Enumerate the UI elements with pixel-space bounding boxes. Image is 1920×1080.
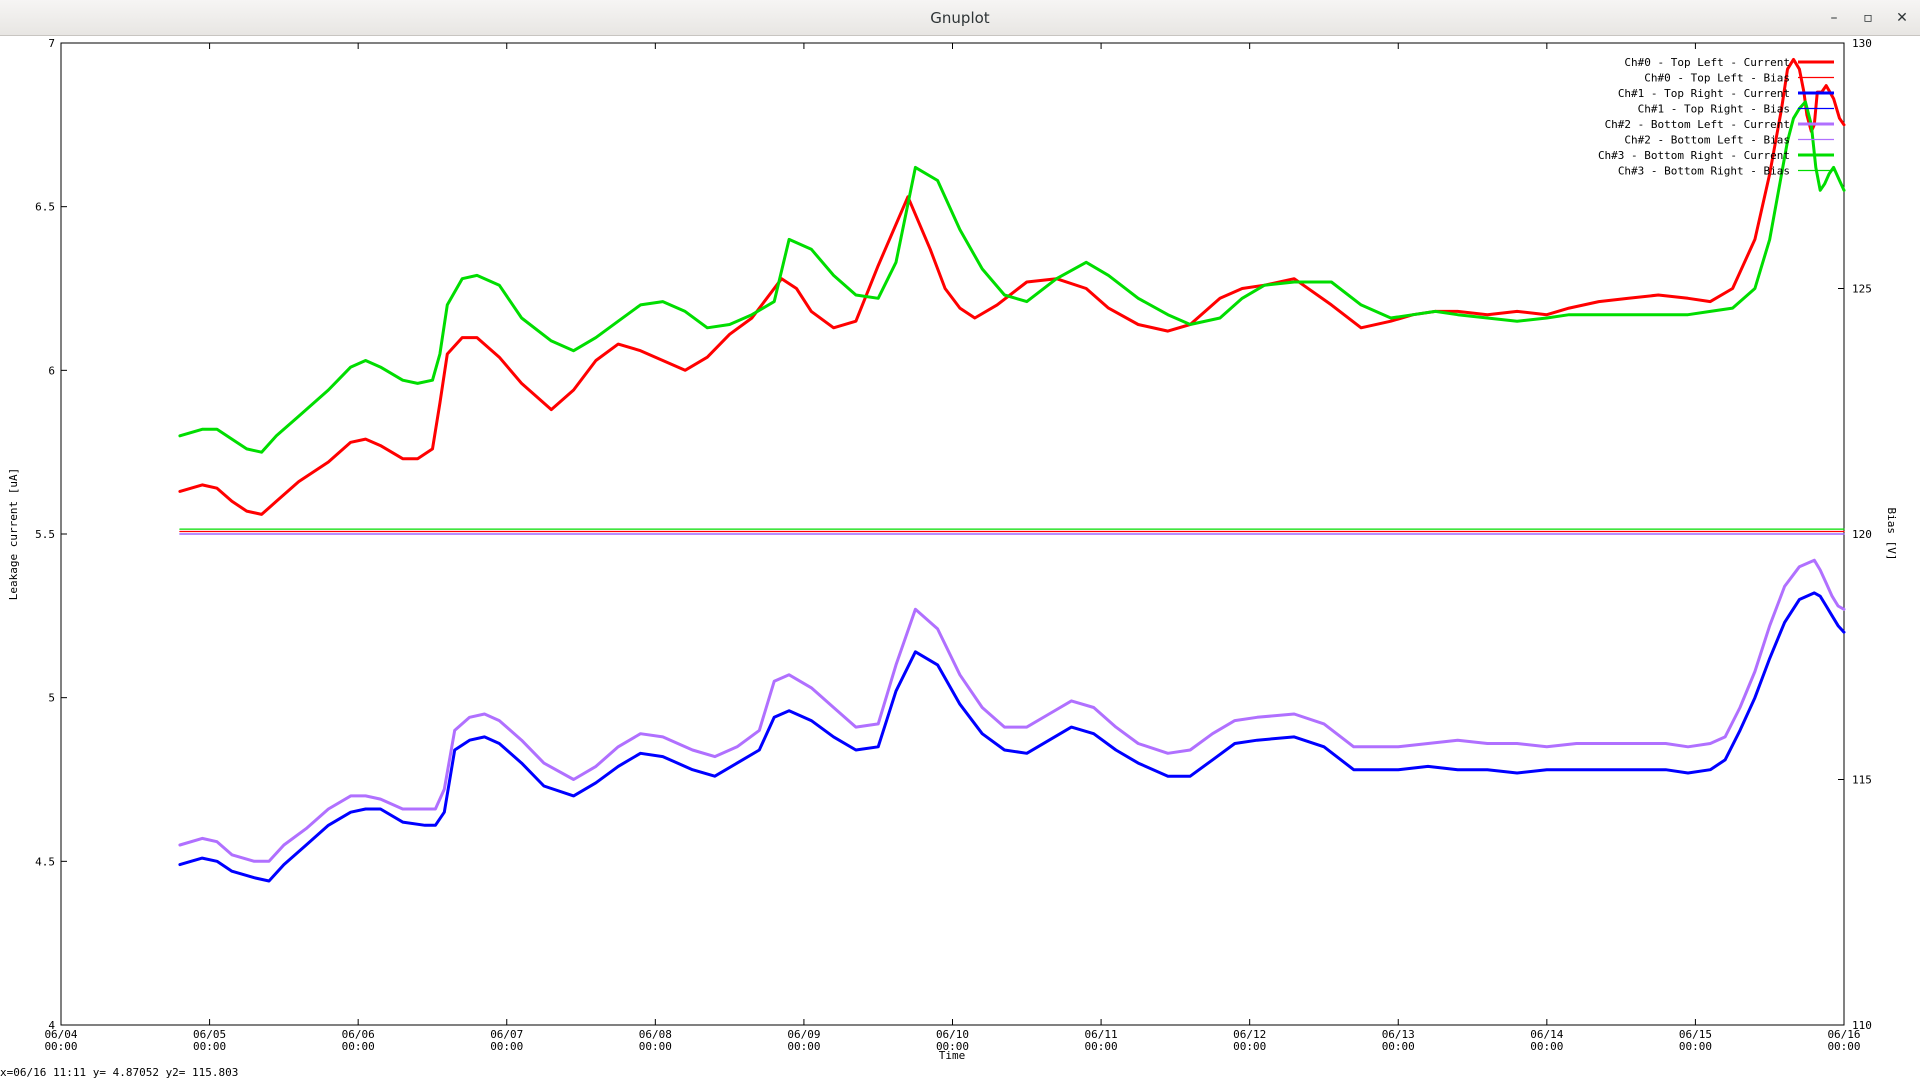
series-line-2 <box>178 591 1846 883</box>
x-tick-label: 00:00 <box>490 1040 523 1053</box>
legend-label: Ch#2 - Bottom Left - Current <box>1605 118 1790 131</box>
maximize-icon[interactable]: ▫ <box>1863 10 1873 26</box>
y2-tick-label: 125 <box>1852 283 1872 296</box>
x-tick-label: 06/14 <box>1530 1028 1563 1041</box>
y2-tick-label: 110 <box>1852 1019 1872 1032</box>
y2-tick-label: 120 <box>1852 528 1872 541</box>
y2-axis-label: Bias [V] <box>1885 508 1898 561</box>
y2-tick-label: 115 <box>1852 774 1872 787</box>
y-tick-label: 5 <box>48 692 55 705</box>
x-tick-label: 06/11 <box>1085 1028 1118 1041</box>
series-line-6 <box>178 100 1846 454</box>
legend-label: Ch#1 - Top Right - Current <box>1618 87 1790 100</box>
x-tick-label: 06/07 <box>490 1028 523 1041</box>
x-tick-label: 06/04 <box>44 1028 77 1041</box>
legend-label: Ch#1 - Top Right - Bias <box>1638 103 1790 116</box>
y2-tick-label: 130 <box>1852 37 1872 50</box>
y-tick-label: 6.5 <box>35 201 55 214</box>
x-tick-label: 06/08 <box>639 1028 672 1041</box>
close-icon[interactable]: ✕ <box>1896 10 1908 26</box>
axes: 06/0400:0006/0500:0006/0600:0006/0700:00… <box>35 37 1872 1053</box>
x-tick-label: 00:00 <box>1382 1040 1415 1053</box>
legend-label: Ch#0 - Top Left - Current <box>1624 56 1790 69</box>
x-tick-label: 06/10 <box>936 1028 969 1041</box>
x-tick-label: 00:00 <box>342 1040 375 1053</box>
window-titlebar[interactable]: Gnuplot – ▫ ✕ <box>0 0 1920 36</box>
series-group <box>178 57 1846 883</box>
legend-label: Ch#3 - Bottom Right - Bias <box>1618 165 1790 178</box>
x-tick-label: 06/09 <box>787 1028 820 1041</box>
x-tick-label: 00:00 <box>936 1040 969 1053</box>
y-tick-label: 4 <box>48 1019 55 1032</box>
series-line-4 <box>178 558 1846 863</box>
x-axis-label: Time <box>939 1049 966 1062</box>
x-tick-label: 00:00 <box>44 1040 77 1053</box>
plot-canvas[interactable]: 06/0400:0006/0500:0006/0600:0006/0700:00… <box>0 36 1920 1064</box>
x-tick-label: 06/12 <box>1233 1028 1266 1041</box>
status-readout: x=06/16 11:11 y= 4.87052 y2= 115.803 <box>0 1066 239 1079</box>
x-tick-label: 00:00 <box>1233 1040 1266 1053</box>
x-tick-label: 06/15 <box>1679 1028 1712 1041</box>
legend-label: Ch#3 - Bottom Right - Current <box>1598 149 1790 162</box>
legend-label: Ch#2 - Bottom Left - Bias <box>1624 134 1790 147</box>
series-line-0 <box>178 57 1846 516</box>
y-tick-label: 6 <box>48 364 55 377</box>
y-axis-label: Leakage current [uA] <box>7 468 20 600</box>
window-title: Gnuplot <box>930 9 990 27</box>
legend-label: Ch#0 - Top Left - Bias <box>1644 72 1790 85</box>
x-tick-label: 00:00 <box>1085 1040 1118 1053</box>
x-tick-label: 06/16 <box>1827 1028 1860 1041</box>
x-tick-label: 06/05 <box>193 1028 226 1041</box>
x-tick-label: 06/06 <box>342 1028 375 1041</box>
x-tick-label: 00:00 <box>193 1040 226 1053</box>
x-tick-label: 06/13 <box>1382 1028 1415 1041</box>
minimize-icon[interactable]: – <box>1830 10 1838 26</box>
legend: Ch#0 - Top Left - Current Ch#0 - Top Left… <box>1598 56 1834 178</box>
x-tick-label: 00:00 <box>639 1040 672 1053</box>
y-tick-label: 7 <box>48 37 55 50</box>
x-tick-label: 00:00 <box>1679 1040 1712 1053</box>
x-tick-label: 00:00 <box>1530 1040 1563 1053</box>
y-tick-label: 5.5 <box>35 528 55 541</box>
x-tick-label: 00:00 <box>787 1040 820 1053</box>
y-tick-label: 4.5 <box>35 855 55 868</box>
x-tick-label: 00:00 <box>1827 1040 1860 1053</box>
